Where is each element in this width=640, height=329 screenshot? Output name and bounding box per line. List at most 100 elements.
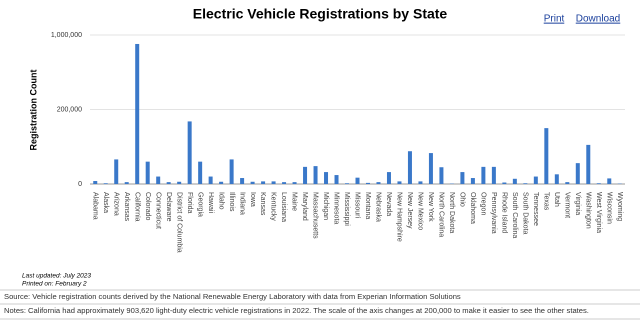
x-tick-label: Virginia (574, 192, 581, 215)
bar (408, 151, 412, 184)
x-tick-label: Massachusetts (312, 192, 319, 239)
x-tick-label: District of Columbia (175, 192, 182, 253)
bar (177, 182, 181, 184)
bar (576, 163, 580, 184)
x-tick-label: Minnesota (333, 192, 340, 224)
source-note: Source: Vehicle registration counts deri… (4, 292, 461, 301)
x-tick-label: Washington (584, 192, 591, 229)
x-tick-label: Florida (186, 192, 193, 214)
x-tick-label: Missouri (354, 192, 361, 219)
x-tick-label: Nebraska (375, 192, 382, 222)
x-tick-label: Illinois (228, 192, 235, 212)
bar (439, 167, 443, 184)
printed-note: Printed on: February 2 (22, 281, 87, 288)
bar (586, 145, 590, 184)
x-tick-label: Idaho (217, 192, 224, 210)
x-tick-label: California (133, 192, 140, 222)
x-tick-label: Connecticut (154, 192, 161, 229)
download-link[interactable]: Download (576, 14, 620, 25)
bar (565, 182, 569, 184)
bar (240, 178, 244, 184)
x-tick-label: Maine (291, 192, 298, 211)
print-link[interactable]: Print (544, 14, 565, 25)
y-tick-label: 0 (78, 181, 82, 188)
x-tick-label: Wisconsin (605, 192, 612, 224)
x-tick-label: Indiana (238, 192, 245, 215)
x-tick-label: Rhode Island (501, 192, 508, 233)
x-tick-label: Michigan (322, 192, 329, 220)
x-tick-label: New York (427, 192, 434, 222)
bar (513, 179, 517, 184)
bar (387, 172, 391, 184)
x-tick-label: West Virginia (595, 192, 602, 233)
x-tick-label: Louisiana (280, 192, 287, 222)
x-tick-label: Montana (364, 192, 371, 219)
bar (534, 177, 538, 184)
x-tick-label: Tennessee (532, 192, 539, 226)
bar (219, 182, 223, 184)
x-tick-label: Mississippi (343, 192, 350, 226)
x-tick-label: Pennsylvania (490, 192, 497, 234)
x-tick-label: New Mexico (417, 192, 424, 230)
bar (335, 175, 339, 184)
bar (135, 44, 139, 184)
bar (502, 183, 506, 184)
x-tick-label: Hawaii (207, 192, 214, 213)
bar (282, 182, 286, 184)
bar (324, 172, 328, 184)
bar (492, 167, 496, 184)
x-tick-label: Texas (542, 192, 549, 211)
bar (209, 177, 213, 184)
bar (345, 183, 349, 184)
bar (251, 182, 255, 184)
bar (188, 121, 192, 184)
bar (397, 181, 401, 184)
x-tick-label: Kentucky (270, 192, 277, 221)
x-tick-label: Oklahoma (469, 192, 476, 224)
bar (597, 183, 601, 184)
chart-title: Electric Vehicle Registrations by State (193, 6, 448, 22)
bar (230, 159, 234, 184)
x-tick-label: Kansas (259, 192, 266, 216)
x-tick-label: Colorado (144, 192, 151, 221)
x-tick-label: Vermont (563, 192, 570, 218)
bar (460, 172, 464, 184)
bar (125, 182, 129, 184)
y-tick-label: 200,000 (57, 106, 82, 113)
bar (303, 167, 307, 184)
bar (114, 159, 118, 184)
bar (366, 183, 370, 184)
bar (146, 162, 150, 184)
x-tick-label: North Dakota (448, 192, 455, 233)
x-tick-label: Alabama (91, 192, 98, 220)
x-tick-label: Maryland (301, 192, 308, 221)
x-tick-label: Georgia (196, 192, 203, 217)
bar (261, 181, 265, 184)
bar (555, 174, 559, 184)
bar (418, 181, 422, 184)
x-tick-label: Nevada (385, 192, 392, 216)
x-tick-label: South Carolina (511, 192, 518, 238)
bar (156, 177, 160, 184)
x-tick-label: New Hampshire (396, 192, 403, 242)
x-tick-label: Wyoming (616, 192, 623, 221)
bar (523, 183, 527, 184)
bar (607, 178, 611, 184)
x-tick-label: Arkansas (123, 192, 130, 222)
bar (471, 178, 475, 184)
bar (314, 166, 318, 184)
bar (198, 162, 202, 184)
bar (544, 128, 548, 184)
bar (93, 181, 97, 184)
x-tick-label: Oregon (480, 192, 487, 215)
bar (376, 182, 380, 184)
bar (481, 167, 485, 184)
bar (167, 182, 171, 184)
x-tick-label: South Dakota (521, 192, 528, 235)
x-tick-label: Ohio (459, 192, 466, 207)
bar (356, 178, 360, 184)
x-tick-label: New Jersey (406, 192, 413, 229)
x-tick-label: Alaska (102, 192, 109, 213)
